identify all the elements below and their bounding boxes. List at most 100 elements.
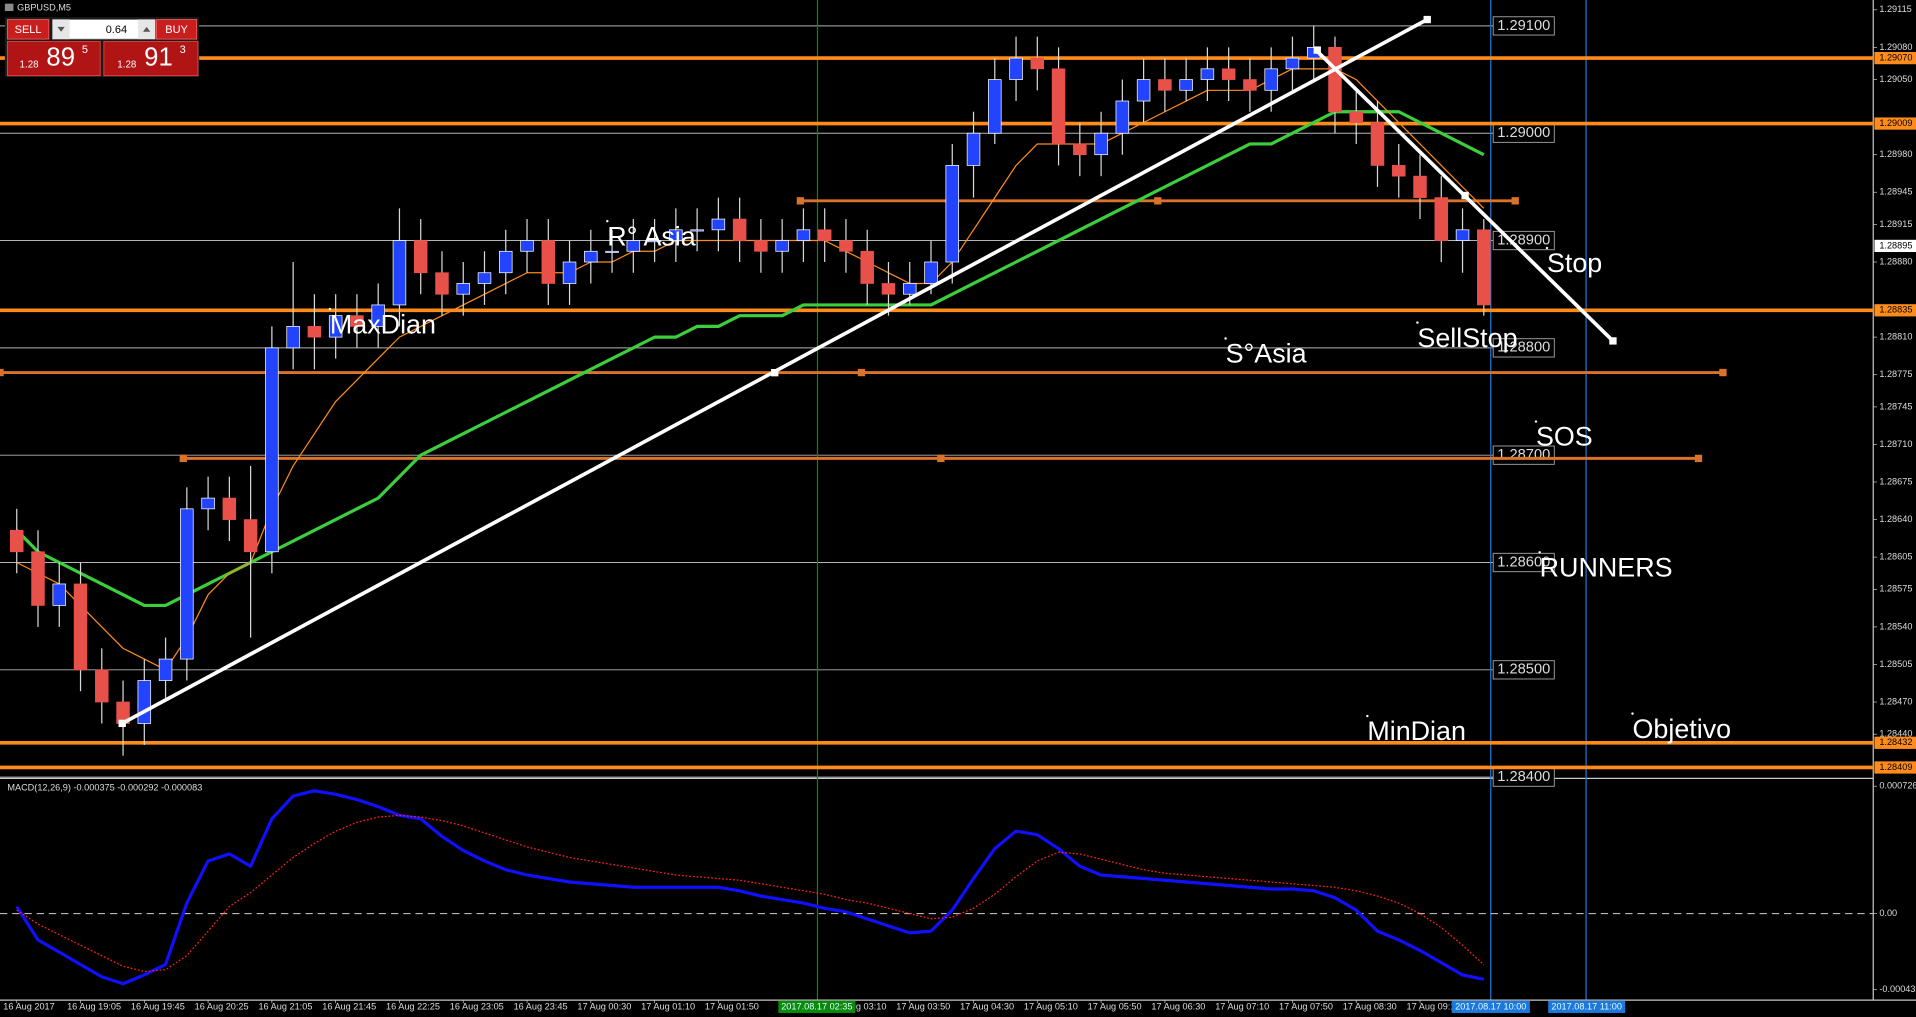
candle-body — [1051, 68, 1066, 145]
time-marker-label: 2017.08.17 02:35 — [781, 1001, 852, 1011]
anchor-dot — [1545, 246, 1549, 250]
anchor-dot — [1534, 420, 1538, 423]
price-line-label-box — [1492, 552, 1555, 573]
candle-body — [754, 240, 768, 252]
annotation: MinDian — [1367, 716, 1466, 746]
y-tick-label: 1.28505 — [1879, 659, 1912, 669]
x-tick-label: 17 Aug 03:10 — [833, 1001, 887, 1011]
x-tick-label: 16 Aug 19:45 — [131, 1001, 185, 1011]
chart-title: GBPUSD,M5 — [17, 2, 71, 12]
candle-body — [839, 240, 853, 252]
x-tick-label: 17 Aug 08:30 — [1343, 1001, 1397, 1011]
price-line-label: 1.28600 — [1497, 554, 1550, 570]
indicator-line — [15, 789, 1485, 986]
candle-body — [73, 583, 88, 671]
candle-body — [1221, 68, 1236, 80]
candle-body — [1349, 111, 1363, 123]
y-tick-label: 1.28440 — [1879, 729, 1912, 739]
y-tick-label: 1.28540 — [1879, 621, 1912, 631]
lot-up-arrow — [142, 26, 151, 32]
candle-body — [1200, 68, 1215, 80]
indicator-line — [16, 68, 1485, 671]
candle-body — [456, 283, 470, 295]
candle-body — [371, 304, 385, 327]
sell-label[interactable]: SELL — [15, 24, 42, 36]
price-line-label: 1.28900 — [1497, 232, 1550, 248]
trend-handle — [771, 369, 779, 377]
annotation: R° Asia — [607, 221, 695, 251]
anchor-dot — [1538, 551, 1541, 554]
candle-body — [1413, 175, 1427, 198]
ask-prefix: 1.28 — [117, 59, 136, 70]
bid-fraction: 5 — [82, 44, 88, 56]
candle-body — [732, 218, 747, 241]
indicator-line — [16, 814, 1485, 973]
time-marker-label: 2017.08.17 11:00 — [1551, 1001, 1622, 1011]
y-tick-label: 1.28810 — [1879, 332, 1912, 342]
y-tick-label: 1.28710 — [1879, 439, 1912, 449]
level-price-box — [1874, 51, 1916, 65]
level-price-label: 1.29009 — [1879, 118, 1912, 128]
y-tick-label: 1.28980 — [1879, 149, 1912, 159]
lot-value[interactable]: 0.64 — [106, 24, 127, 36]
candle-body — [180, 508, 194, 660]
candle-body — [966, 132, 981, 166]
y-tick-label: 1.28605 — [1879, 552, 1912, 562]
candle-body — [1328, 47, 1342, 113]
candle-body — [626, 240, 641, 252]
candle-body — [1158, 79, 1172, 91]
level-handle — [937, 454, 945, 463]
trend-handle — [1423, 15, 1431, 24]
candle-body — [328, 315, 343, 338]
y-tick-label: 1.28640 — [1879, 514, 1912, 524]
anchor-dot — [1224, 337, 1227, 340]
x-tick-label: 17 Aug 03:50 — [896, 1001, 950, 1011]
level-handle — [1154, 197, 1162, 205]
level-price-box — [1874, 304, 1916, 317]
buy-label[interactable]: BUY — [165, 24, 188, 36]
candle-body — [902, 283, 917, 295]
level-price-label: 1.28432 — [1879, 737, 1912, 747]
ask-box[interactable] — [103, 41, 199, 77]
bid-box[interactable] — [6, 41, 101, 77]
candle-body — [690, 229, 704, 232]
x-tick-label: 16 Aug 20:25 — [195, 1001, 249, 1011]
level-handle — [179, 454, 187, 463]
annotation: Objetivo — [1633, 714, 1732, 744]
current-price-label: 1.28895 — [1879, 240, 1912, 250]
price-line-label-box — [1492, 338, 1555, 358]
annotation: MaxDian — [330, 309, 436, 339]
anchor-dot — [328, 307, 332, 311]
anchor-dot — [606, 219, 609, 223]
x-tick-label: 16 Aug 22:25 — [386, 1001, 440, 1011]
level-price-box — [1874, 117, 1916, 130]
level-price-label: 1.29070 — [1879, 53, 1912, 63]
y-tick-label: 1.29080 — [1879, 42, 1912, 52]
candle-body — [52, 583, 67, 606]
candle-body — [95, 669, 109, 703]
candle-body — [1094, 132, 1108, 156]
anchor-dot — [1631, 712, 1634, 715]
level-price-box — [1874, 736, 1916, 749]
candle-body — [158, 658, 173, 681]
y-tick-label: 1.28575 — [1879, 584, 1912, 594]
annotation: RUNNERS — [1540, 553, 1673, 583]
candle-body — [31, 551, 45, 606]
symbol-icon — [4, 3, 14, 11]
ask-pips: 91 — [144, 43, 173, 71]
y-tick-label: -0.000432 — [1879, 984, 1916, 994]
candle-body — [265, 347, 279, 553]
trade-panel: SELL 0.64 BUY 1.28 89 5 1.28 91 3 — [4, 17, 200, 77]
sell-button[interactable] — [6, 19, 50, 40]
x-tick-label: 17 Aug 06:30 — [1151, 1001, 1205, 1011]
level-handle — [1511, 197, 1519, 205]
candle-body — [243, 519, 258, 553]
x-tick-label: 16 Aug 21:05 — [258, 1001, 312, 1011]
anchor-dot — [1366, 714, 1369, 718]
candle-body — [201, 497, 215, 510]
candle-body — [775, 240, 789, 252]
level-handle — [0, 368, 4, 377]
buy-button[interactable] — [156, 19, 198, 40]
candle-body — [1115, 100, 1130, 134]
